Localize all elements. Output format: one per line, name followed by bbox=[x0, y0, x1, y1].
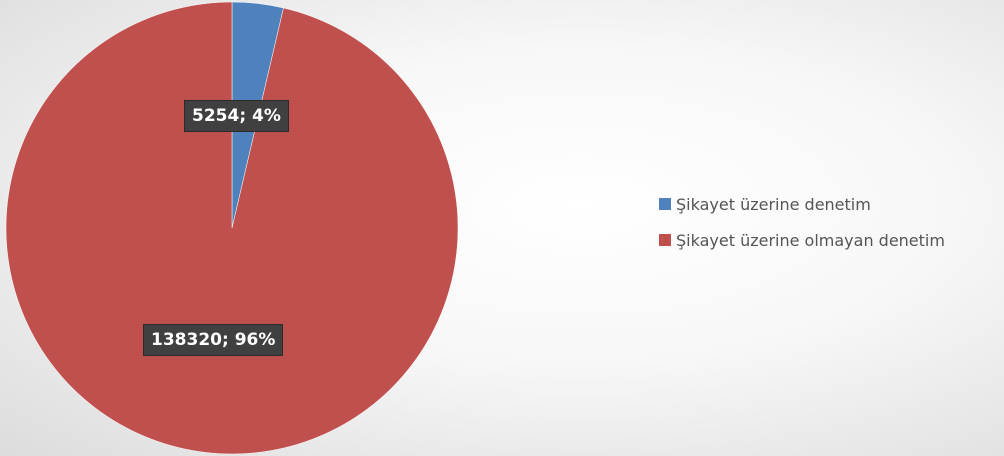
pie-slice-non-complaint-inspection bbox=[6, 2, 458, 454]
legend-label: Şikayet üzerine olmayan denetim bbox=[676, 231, 945, 250]
legend-swatch-red bbox=[659, 234, 671, 246]
legend: Şikayet üzerine denetim Şikayet üzerine … bbox=[659, 193, 945, 265]
pie-plot bbox=[0, 0, 470, 456]
data-label-complaint-inspection: 5254; 4% bbox=[185, 101, 288, 131]
legend-item-non-complaint-inspection: Şikayet üzerine olmayan denetim bbox=[659, 229, 945, 251]
legend-label: Şikayet üzerine denetim bbox=[676, 195, 871, 214]
legend-item-complaint-inspection: Şikayet üzerine denetim bbox=[659, 193, 945, 215]
legend-swatch-blue bbox=[659, 198, 671, 210]
data-label-non-complaint-inspection: 138320; 96% bbox=[144, 325, 282, 355]
